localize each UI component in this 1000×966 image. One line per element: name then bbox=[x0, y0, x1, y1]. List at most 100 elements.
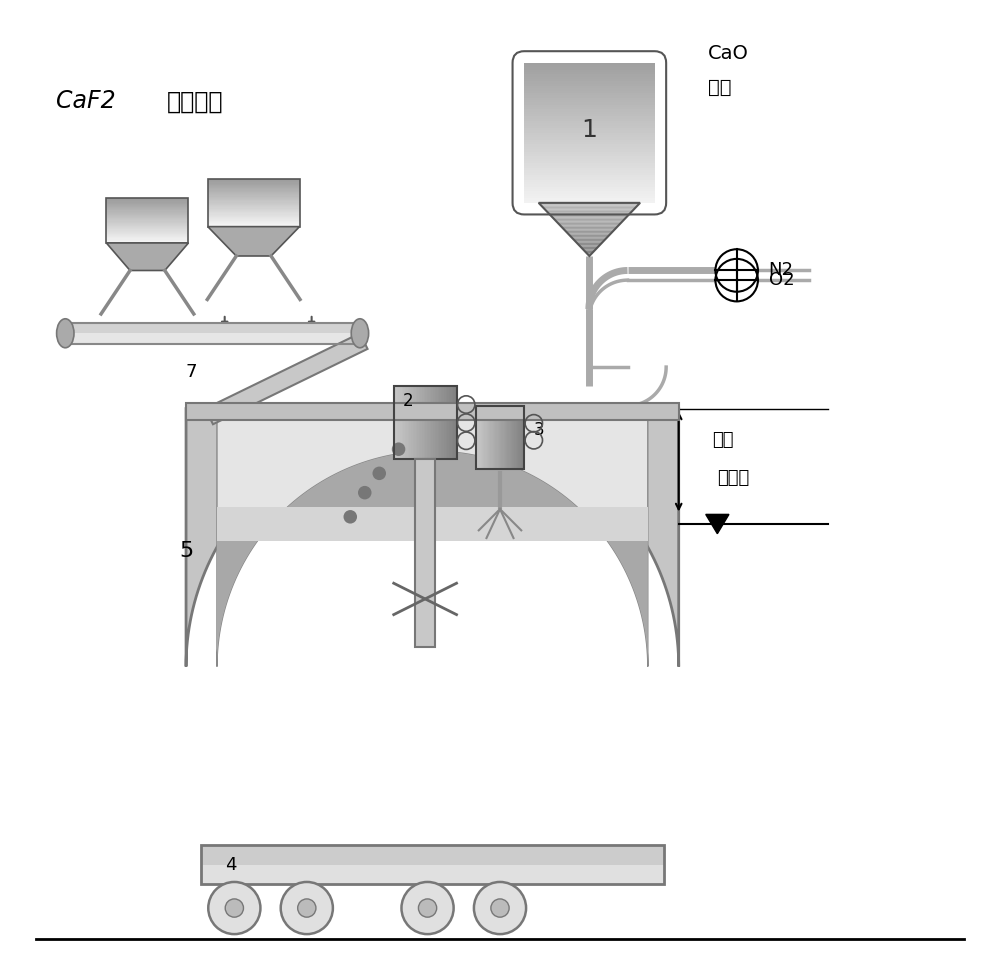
Bar bbox=[398, 386, 400, 459]
Bar bbox=[106, 198, 188, 199]
Bar bbox=[524, 156, 655, 158]
Bar bbox=[476, 406, 524, 469]
Bar bbox=[106, 199, 188, 200]
Bar bbox=[201, 845, 664, 865]
Bar bbox=[524, 74, 655, 77]
Polygon shape bbox=[567, 232, 612, 234]
Bar bbox=[106, 237, 188, 238]
Bar bbox=[446, 386, 447, 459]
Bar bbox=[65, 323, 360, 344]
Bar bbox=[427, 386, 428, 459]
Circle shape bbox=[344, 510, 357, 524]
Polygon shape bbox=[560, 225, 619, 227]
Text: 2: 2 bbox=[403, 392, 414, 410]
Polygon shape bbox=[550, 214, 629, 216]
Bar bbox=[106, 241, 188, 242]
Bar bbox=[524, 175, 655, 177]
Bar bbox=[208, 197, 300, 198]
Polygon shape bbox=[579, 245, 599, 246]
Circle shape bbox=[281, 882, 333, 934]
Ellipse shape bbox=[351, 319, 369, 348]
Bar bbox=[106, 205, 188, 206]
Bar bbox=[506, 406, 507, 469]
Bar bbox=[106, 217, 188, 218]
Bar bbox=[524, 126, 655, 128]
Bar bbox=[408, 386, 409, 459]
Bar bbox=[524, 158, 655, 160]
Bar bbox=[208, 194, 300, 195]
Bar bbox=[524, 196, 655, 198]
Circle shape bbox=[372, 467, 386, 480]
Bar bbox=[482, 406, 483, 469]
Bar bbox=[106, 231, 188, 232]
Bar bbox=[208, 214, 300, 215]
Polygon shape bbox=[563, 228, 616, 230]
Bar bbox=[524, 133, 655, 135]
Bar bbox=[208, 187, 300, 188]
Bar bbox=[208, 208, 300, 209]
Bar bbox=[524, 186, 655, 189]
Bar bbox=[450, 386, 452, 459]
Bar bbox=[106, 204, 188, 205]
Polygon shape bbox=[559, 224, 620, 225]
Bar bbox=[524, 128, 655, 130]
Bar bbox=[524, 154, 655, 156]
Polygon shape bbox=[217, 451, 648, 667]
Polygon shape bbox=[706, 514, 729, 533]
Bar bbox=[436, 386, 438, 459]
Bar bbox=[406, 386, 408, 459]
Bar bbox=[524, 107, 655, 109]
Bar bbox=[208, 198, 300, 199]
Bar bbox=[208, 192, 300, 193]
Bar bbox=[106, 200, 188, 201]
Bar bbox=[438, 386, 439, 459]
Text: CaO: CaO bbox=[708, 43, 749, 63]
Bar bbox=[524, 147, 655, 149]
Bar bbox=[106, 219, 188, 220]
Bar bbox=[106, 232, 188, 233]
Bar bbox=[512, 406, 513, 469]
Bar bbox=[524, 117, 655, 119]
Text: 3: 3 bbox=[534, 421, 544, 439]
Text: 净空: 净空 bbox=[713, 431, 734, 448]
Bar bbox=[516, 406, 517, 469]
Bar bbox=[208, 189, 300, 190]
Bar bbox=[106, 211, 188, 212]
Bar bbox=[524, 84, 655, 86]
Bar bbox=[106, 227, 188, 228]
Bar bbox=[65, 323, 360, 333]
Bar bbox=[452, 386, 453, 459]
Bar bbox=[524, 102, 655, 104]
Bar bbox=[524, 119, 655, 121]
Bar bbox=[106, 201, 188, 203]
Bar bbox=[524, 185, 655, 186]
Bar bbox=[208, 218, 300, 219]
Bar bbox=[106, 213, 188, 214]
Polygon shape bbox=[577, 242, 602, 244]
Bar bbox=[65, 333, 360, 344]
Bar bbox=[106, 238, 188, 239]
Polygon shape bbox=[569, 235, 610, 236]
Bar bbox=[514, 406, 516, 469]
Bar bbox=[493, 406, 494, 469]
Bar bbox=[524, 142, 655, 145]
Bar bbox=[208, 207, 300, 208]
Bar bbox=[106, 220, 188, 221]
Bar bbox=[106, 216, 188, 217]
Bar bbox=[208, 205, 300, 207]
Bar bbox=[420, 386, 422, 459]
Bar bbox=[208, 213, 300, 214]
Bar bbox=[476, 406, 477, 469]
Text: 氧化铁皮: 氧化铁皮 bbox=[167, 90, 223, 113]
Text: 6: 6 bbox=[214, 189, 226, 207]
Bar bbox=[439, 386, 441, 459]
Bar bbox=[403, 386, 405, 459]
Bar bbox=[402, 386, 403, 459]
Polygon shape bbox=[106, 243, 188, 270]
Bar bbox=[106, 203, 188, 204]
Bar bbox=[395, 386, 397, 459]
Bar bbox=[523, 406, 524, 469]
Polygon shape bbox=[578, 244, 601, 245]
Polygon shape bbox=[541, 206, 638, 207]
Polygon shape bbox=[551, 216, 627, 217]
